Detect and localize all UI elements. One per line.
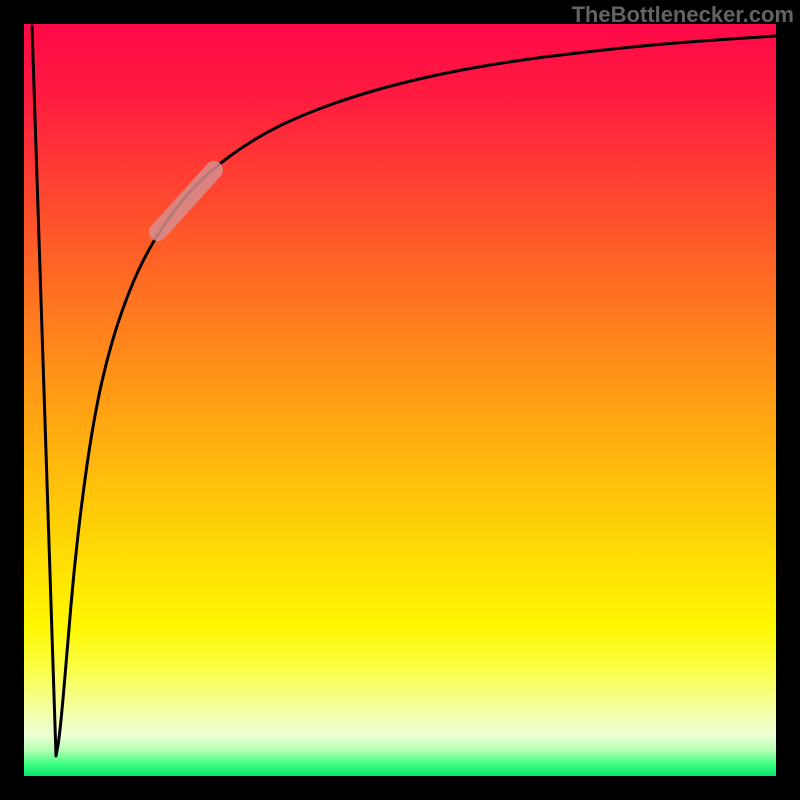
gradient-background [24,24,776,776]
watermark-text: TheBottlenecker.com [571,2,794,28]
plot-area [0,0,800,800]
bottleneck-chart [0,0,800,800]
chart-container: { "watermark": { "text": "TheBottlenecke… [0,0,800,800]
